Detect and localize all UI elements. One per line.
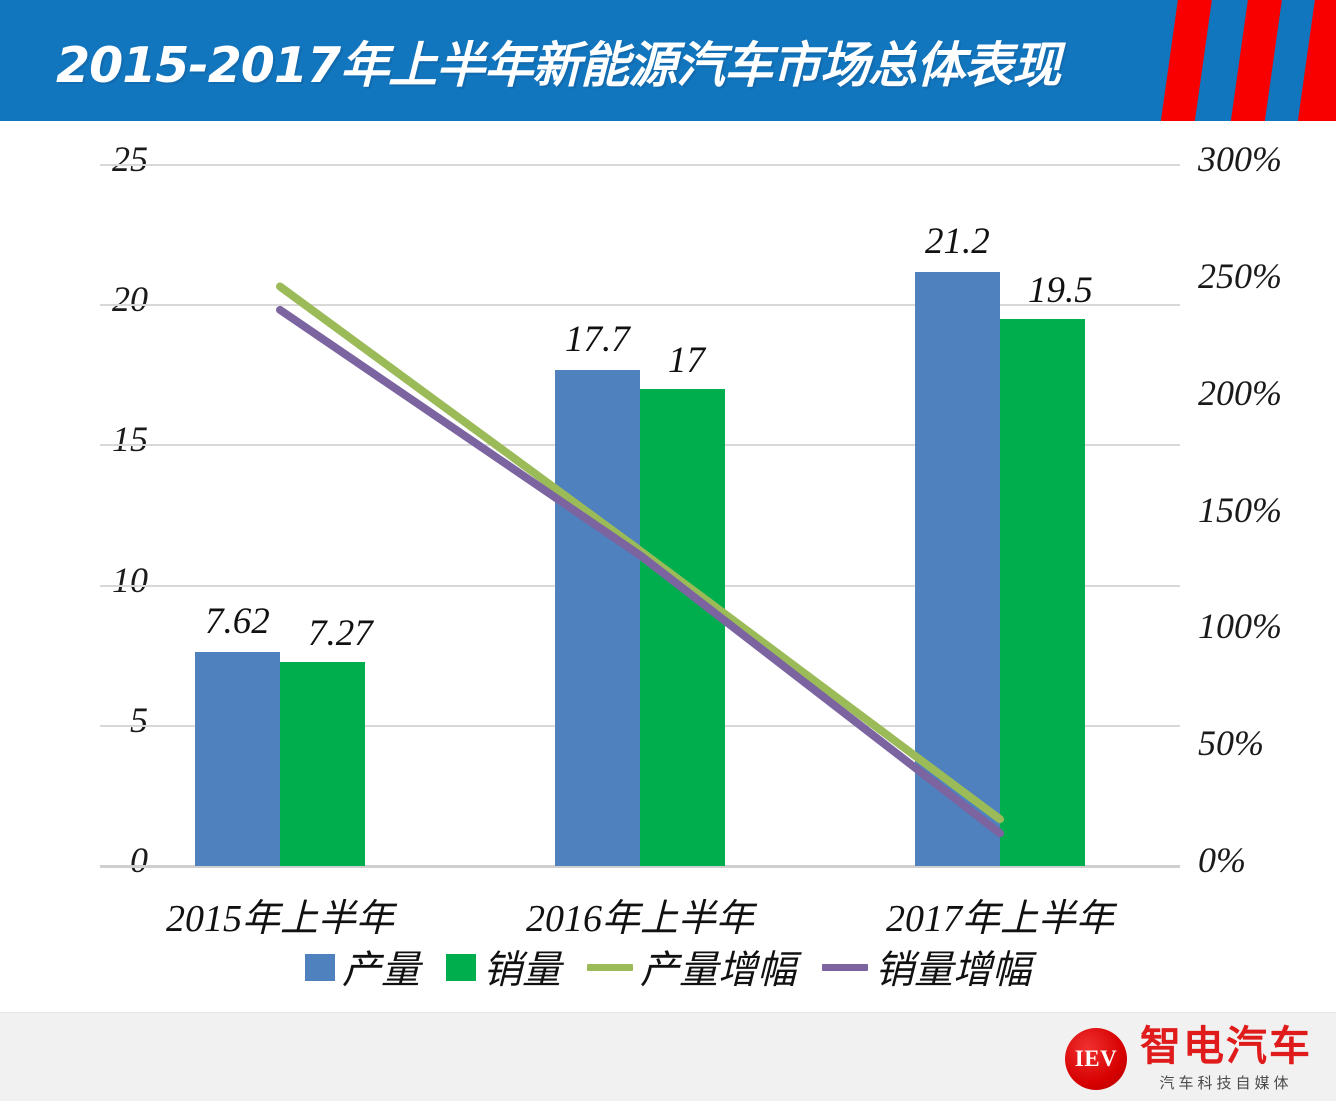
y-axis-left-tick-label: 5 bbox=[130, 699, 148, 740]
y-axis-left-tick-label: 20 bbox=[112, 279, 148, 320]
line-series-group bbox=[276, 282, 1004, 838]
y-axis-right-tick-label: 200% bbox=[1198, 372, 1282, 413]
legend-line-icon bbox=[822, 963, 869, 971]
x-axis-tick-label: 2017年上半年 bbox=[885, 898, 1114, 940]
y-axis-left-tick-label: 15 bbox=[112, 419, 148, 460]
legend-label: 销量 bbox=[482, 949, 561, 992]
bar-produce[interactable] bbox=[195, 652, 280, 866]
chart-container: 0 5 10 15 20 25 0% 50% 100% 150% 200% 250% 300% 7.6… bbox=[0, 121, 1336, 1012]
chart-legend: 产量 销量 产量增幅 销量增幅 bbox=[0, 939, 1336, 995]
plot-area: 7.62 7.27 17.7 17 21.2 19.5 bbox=[100, 164, 1180, 868]
red-stripe-3 bbox=[1295, 0, 1336, 121]
iev-badge-label: IEV bbox=[1074, 1046, 1118, 1072]
x-axis-tick-label: 2015年上半年 bbox=[165, 898, 394, 940]
bar-value-label: 7.27 bbox=[308, 613, 373, 655]
page-title: 2015-2017年上半年新能源汽车市场总体表现 bbox=[56, 37, 1061, 94]
bar-value-label: 19.5 bbox=[1028, 270, 1093, 312]
y-axis-right-tick-label: 0% bbox=[1198, 840, 1246, 880]
line-sell-growth[interactable] bbox=[276, 305, 1004, 838]
y-axis-right-tick-label: 250% bbox=[1198, 255, 1282, 296]
title-banner: 2015-2017年上半年新能源汽车市场总体表现 bbox=[0, 0, 1336, 121]
legend-item[interactable]: 销量增幅 bbox=[822, 939, 1031, 995]
bar-value-label: 17 bbox=[668, 340, 705, 382]
brand-logo: IEV 智电汽车 汽车科技自媒体 bbox=[1065, 1022, 1312, 1093]
bar-value-label: 21.2 bbox=[925, 220, 990, 262]
bar-value-label: 7.62 bbox=[205, 601, 270, 643]
bar-sell[interactable] bbox=[1000, 319, 1085, 866]
logo-wordmark: 智电汽车 汽车科技自媒体 bbox=[1140, 1022, 1312, 1093]
bar-produce[interactable] bbox=[555, 369, 640, 866]
y-axis-right-tick-label: 300% bbox=[1198, 139, 1282, 179]
x-axis-tick-label: 2016年上半年 bbox=[525, 898, 754, 940]
gridline bbox=[100, 865, 1180, 868]
red-stripe-1 bbox=[1158, 0, 1214, 121]
bar-value-label: 17.7 bbox=[565, 318, 630, 360]
legend-item[interactable]: 产量增幅 bbox=[587, 939, 796, 995]
footer-bar: IEV 智电汽车 汽车科技自媒体 bbox=[0, 1012, 1336, 1101]
bar-sell[interactable] bbox=[640, 389, 725, 866]
legend-label: 产量 bbox=[341, 949, 420, 992]
gridline bbox=[100, 304, 1180, 307]
logo-tagline: 汽车科技自媒体 bbox=[1159, 1075, 1293, 1092]
legend-swatch-icon bbox=[304, 953, 335, 981]
legend-swatch-icon bbox=[445, 953, 476, 981]
y-axis-left-tick-label: 10 bbox=[112, 559, 148, 600]
iev-badge-icon: IEV bbox=[1065, 1028, 1127, 1091]
logo-main-text: 智电汽车 bbox=[1140, 1022, 1312, 1070]
y-axis-right-tick-label: 50% bbox=[1198, 723, 1264, 764]
legend-item[interactable]: 产量 bbox=[304, 939, 420, 995]
bar-sell[interactable] bbox=[280, 662, 365, 866]
banner-stripe-decoration bbox=[1136, 0, 1336, 121]
y-axis-right-tick-label: 150% bbox=[1198, 489, 1282, 530]
legend-label: 产量增幅 bbox=[640, 949, 797, 992]
legend-item[interactable]: 销量 bbox=[445, 939, 561, 995]
legend-label: 销量增幅 bbox=[875, 949, 1032, 992]
y-axis-right-tick-label: 100% bbox=[1198, 606, 1282, 647]
gridline bbox=[100, 164, 1180, 166]
red-stripe-2 bbox=[1228, 0, 1284, 121]
legend-line-icon bbox=[587, 963, 633, 971]
y-axis-left-tick-label: 0 bbox=[130, 840, 148, 880]
y-axis-left-tick-label: 25 bbox=[112, 139, 148, 179]
